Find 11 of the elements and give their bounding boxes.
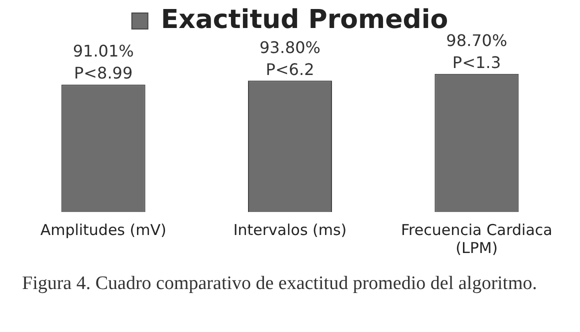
annotation: P<1.3 [452,52,501,72]
x-tick-label: Amplitudes (mV) [40,220,166,239]
x-tick-label: Frecuencia Cardiaca (LPM) [400,220,552,257]
legend-label: Exactitud Promedio [160,4,448,35]
annotation: P<6.2 [266,60,314,79]
data-label: 98.70% [446,30,508,50]
data-label: 91.01% [72,42,134,61]
data-label: 93.80% [259,38,321,57]
text: Figura 4. Cuadro comparativo de exactitud promedio del algoritmo. [22,272,538,296]
annotation: P<8.99 [74,64,133,83]
x-tick-label: Intervalos (ms) [233,220,347,239]
